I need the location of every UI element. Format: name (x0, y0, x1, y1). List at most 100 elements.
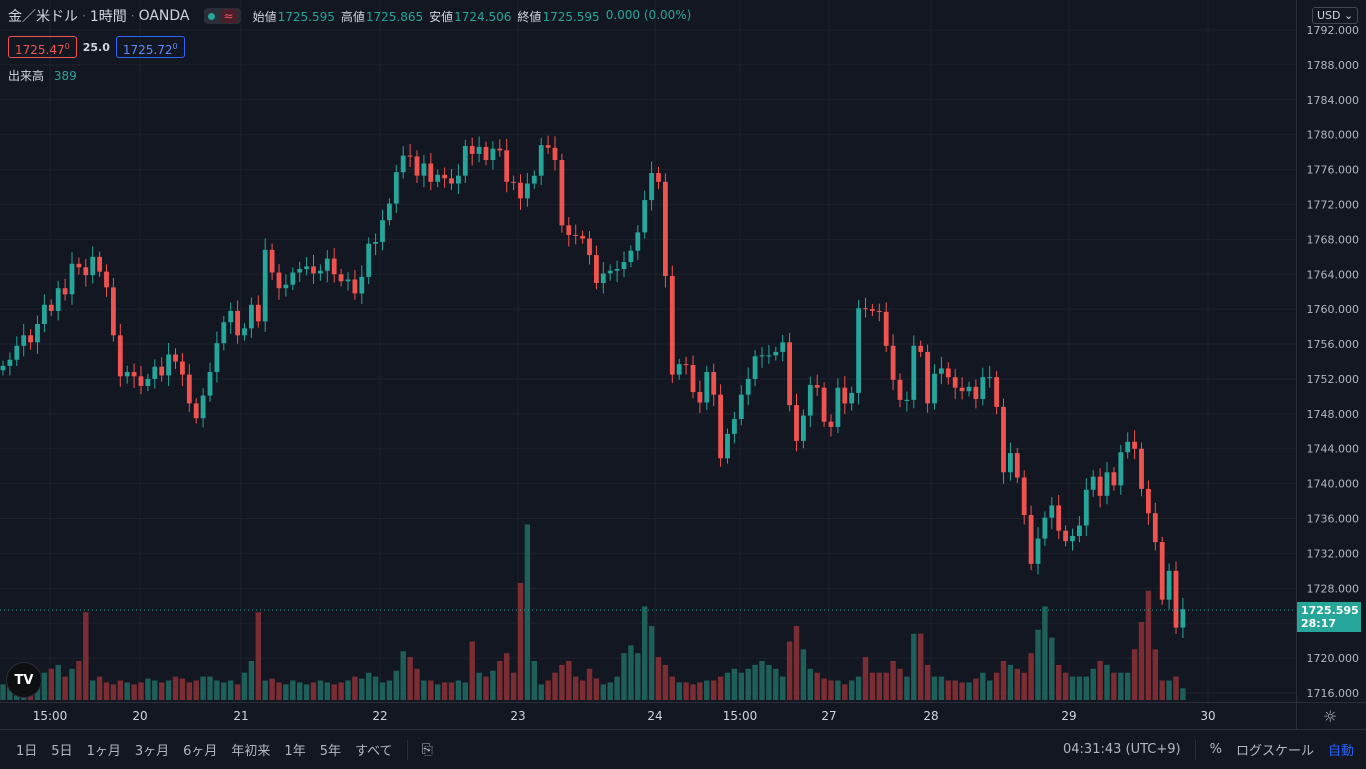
volume-bar (669, 676, 675, 700)
auto-scale-toggle[interactable]: 自動 (1327, 744, 1354, 759)
volume-bar (690, 684, 696, 700)
candle-body (732, 419, 737, 434)
candle-body (966, 386, 972, 392)
date-range-icon[interactable]: ⎘ (421, 741, 433, 758)
volume-bar (552, 672, 558, 700)
candle-body (28, 335, 33, 343)
log-scale-toggle[interactable]: ログスケール (1235, 744, 1314, 759)
time-tick-label: 23 (510, 709, 525, 723)
volume-bar (607, 682, 613, 700)
volume-bar (159, 682, 165, 700)
time-axis[interactable]: 15:00 20 21 22 23 24 15:00 27 28 29 30 (0, 702, 1296, 730)
volume-bar (945, 680, 951, 700)
candle-body (835, 387, 841, 427)
price-axis[interactable]: 1716.0001720.0001724.0001728.0001732.000… (1296, 0, 1366, 702)
candle-body (787, 342, 792, 406)
volume-bar (538, 684, 544, 700)
close-value: 1725.595 (542, 9, 600, 24)
candle-body (117, 335, 123, 377)
volume-bar (1180, 688, 1186, 700)
candle-body (193, 403, 199, 419)
range-5d[interactable]: 5日 (51, 744, 73, 759)
volume-bar (1007, 664, 1014, 700)
range-1d[interactable]: 1日 (16, 744, 38, 759)
candle-body (801, 415, 806, 441)
volume-bar (255, 612, 261, 700)
volume-bar (573, 676, 579, 700)
currency-selector[interactable]: USD ⌄ (1312, 7, 1359, 24)
candle-body (42, 304, 47, 324)
tradingview-logo[interactable]: TV (6, 662, 42, 698)
candle-body (69, 263, 75, 295)
ask-price: 1725.72 (122, 43, 173, 57)
candle-body (1159, 542, 1165, 600)
candle-body (1042, 517, 1048, 539)
time-tick-label: 28 (923, 709, 938, 723)
candle-body (214, 343, 220, 372)
volume-bar (76, 661, 82, 700)
range-5y[interactable]: 5年 (319, 744, 341, 759)
candle-body (352, 279, 358, 294)
last-price-tag: 1725.595 28:17 (1297, 602, 1361, 632)
chart-pane[interactable]: 金／米ドル · 1時間 · OANDA ≈ 始値1725.595 高値1725.… (0, 0, 1296, 702)
volume-bar (1000, 661, 1007, 700)
candle-body (531, 175, 537, 184)
axis-corner: ☼ (1296, 702, 1366, 730)
volume-bar (48, 668, 54, 700)
volume-label[interactable]: 出来高 (8, 69, 45, 83)
candle-body (870, 309, 875, 311)
volume-bar (214, 680, 220, 700)
volume-bar (193, 680, 199, 700)
candle-body (414, 156, 420, 176)
volume-bar (1083, 676, 1089, 700)
buy-button[interactable]: 1725.720 (115, 36, 185, 58)
percent-toggle[interactable]: % (1209, 742, 1222, 757)
symbol-name[interactable]: 金／米ドル (8, 9, 78, 25)
candle-body (242, 328, 247, 336)
range-6m[interactable]: 6ヶ月 (183, 744, 218, 759)
candle-body (1139, 448, 1144, 489)
candle-body (987, 377, 993, 379)
range-all[interactable]: すべて (354, 744, 393, 759)
spread-value: 25.0 (82, 40, 110, 54)
ohlc-values: 始値1725.595 高値1725.865 安値1724.506 終値1725.… (253, 8, 692, 25)
candle-body (856, 308, 861, 393)
candle-body (939, 368, 944, 374)
gear-icon[interactable]: ☼ (1323, 707, 1338, 726)
volume-bar (1021, 672, 1027, 700)
price-chart[interactable] (0, 0, 1296, 702)
time-tick-label: 21 (233, 709, 248, 723)
sell-button[interactable]: 1725.470 (8, 36, 77, 58)
candle-body (387, 203, 392, 221)
candle-body (435, 174, 441, 182)
range-ytd[interactable]: 年初来 (231, 744, 271, 759)
candle-body (518, 182, 523, 199)
volume-bar (476, 672, 482, 700)
candle-body (0, 365, 6, 371)
bid-price: 1725.47 (15, 43, 65, 57)
candle-body (883, 311, 889, 346)
range-1m[interactable]: 1ヶ月 (86, 744, 121, 759)
chart-grid (0, 0, 1296, 702)
price-tick-label: 1784.000 (1307, 94, 1360, 107)
price-tick-label: 1776.000 (1307, 164, 1360, 177)
volume-bar (890, 661, 896, 700)
candle-body (400, 155, 406, 173)
time-tick-label: 27 (821, 709, 836, 723)
clock-time[interactable]: 04:31:43 (UTC+9) (1063, 742, 1181, 757)
volume-bar (773, 668, 779, 700)
toolbar-divider (406, 739, 408, 760)
range-1y[interactable]: 1年 (284, 744, 306, 759)
candle-body (249, 304, 254, 329)
candle-body (1021, 477, 1027, 516)
range-3m[interactable]: 3ヶ月 (134, 744, 170, 759)
candle-body (262, 249, 268, 322)
volume-bar (814, 672, 820, 700)
volume-bar (731, 668, 738, 700)
interval-label[interactable]: 1時間 (89, 9, 127, 25)
volume-bar (855, 676, 862, 700)
candle-body (918, 345, 924, 352)
market-status-pill[interactable]: ≈ (203, 8, 241, 24)
candle-body (545, 145, 551, 148)
volume-bar (124, 682, 130, 700)
